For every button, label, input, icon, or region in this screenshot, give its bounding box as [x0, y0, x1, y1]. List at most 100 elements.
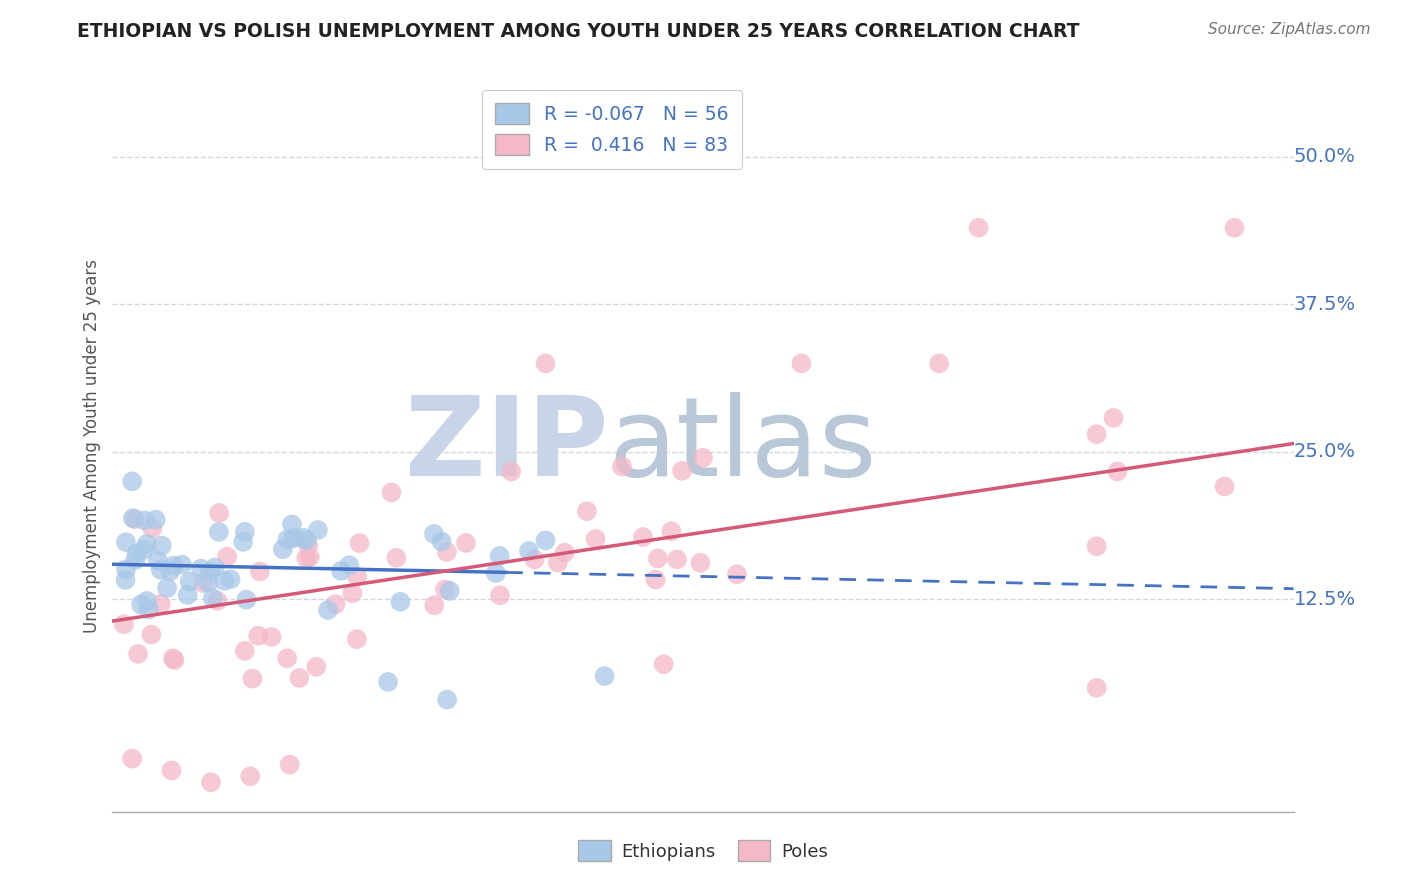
Point	[159, 564, 181, 578]
Point	[201, 591, 224, 606]
Text: 12.5%: 12.5%	[1294, 590, 1355, 609]
Point	[610, 459, 633, 474]
Point	[456, 536, 478, 550]
Point	[517, 544, 540, 558]
Point	[162, 558, 184, 573]
Text: atlas: atlas	[609, 392, 877, 500]
Point	[305, 660, 328, 674]
Point	[283, 531, 305, 545]
Point	[156, 581, 179, 595]
Point	[1085, 539, 1108, 553]
Point	[233, 644, 256, 658]
Point	[204, 560, 226, 574]
Point	[288, 671, 311, 685]
Point	[121, 475, 143, 489]
Point	[534, 356, 557, 370]
Point	[380, 485, 402, 500]
Point	[554, 545, 576, 559]
Point	[239, 769, 262, 783]
Point	[593, 669, 616, 683]
Point	[316, 603, 339, 617]
Text: 25.0%: 25.0%	[1294, 442, 1355, 461]
Point	[138, 602, 160, 616]
Point	[150, 539, 173, 553]
Point	[190, 561, 212, 575]
Point	[115, 562, 138, 576]
Point	[125, 546, 148, 560]
Point	[377, 675, 399, 690]
Point	[145, 513, 167, 527]
Point	[149, 563, 172, 577]
Point	[523, 552, 546, 566]
Point	[547, 556, 569, 570]
Point	[1107, 465, 1129, 479]
Point	[644, 573, 666, 587]
Point	[200, 775, 222, 789]
Point	[207, 594, 229, 608]
Y-axis label: Unemployment Among Youth under 25 years: Unemployment Among Youth under 25 years	[83, 259, 101, 633]
Point	[112, 617, 135, 632]
Point	[652, 657, 675, 672]
Point	[247, 629, 270, 643]
Point	[534, 533, 557, 548]
Point	[232, 535, 254, 549]
Point	[436, 692, 458, 706]
Point	[235, 592, 257, 607]
Text: Source: ZipAtlas.com: Source: ZipAtlas.com	[1208, 22, 1371, 37]
Point	[129, 598, 152, 612]
Point	[124, 553, 146, 567]
Point	[136, 594, 159, 608]
Point	[1085, 681, 1108, 695]
Point	[198, 565, 221, 579]
Point	[219, 572, 242, 586]
Point	[436, 545, 458, 559]
Point	[389, 595, 412, 609]
Text: ETHIOPIAN VS POLISH UNEMPLOYMENT AMONG YOUTH UNDER 25 YEARS CORRELATION CHART: ETHIOPIAN VS POLISH UNEMPLOYMENT AMONG Y…	[77, 22, 1080, 41]
Point	[433, 582, 456, 597]
Point	[342, 586, 364, 600]
Point	[488, 549, 510, 563]
Point	[346, 632, 368, 647]
Point	[146, 553, 169, 567]
Point	[295, 533, 318, 548]
Point	[260, 630, 283, 644]
Point	[423, 527, 446, 541]
Point	[179, 574, 201, 589]
Text: ZIP: ZIP	[405, 392, 609, 500]
Point	[217, 549, 239, 564]
Point	[689, 556, 711, 570]
Text: 50.0%: 50.0%	[1294, 147, 1355, 167]
Point	[124, 512, 146, 526]
Point	[208, 524, 231, 539]
Point	[278, 757, 301, 772]
Point	[127, 647, 149, 661]
Legend: Ethiopians, Poles: Ethiopians, Poles	[571, 833, 835, 869]
Point	[212, 574, 235, 588]
Point	[115, 535, 138, 549]
Point	[134, 513, 156, 527]
Point	[423, 599, 446, 613]
Point	[501, 465, 523, 479]
Point	[659, 524, 682, 539]
Point	[162, 651, 184, 665]
Point	[725, 567, 748, 582]
Point	[928, 356, 950, 370]
Point	[430, 534, 453, 549]
Point	[489, 588, 512, 602]
Point	[276, 651, 298, 665]
Point	[349, 536, 371, 550]
Point	[132, 542, 155, 557]
Point	[337, 558, 360, 573]
Point	[666, 552, 689, 566]
Point	[242, 672, 264, 686]
Point	[141, 627, 163, 641]
Point	[585, 532, 607, 546]
Point	[249, 565, 271, 579]
Point	[297, 538, 319, 552]
Point	[283, 530, 305, 544]
Point	[191, 576, 214, 591]
Point	[325, 597, 347, 611]
Point	[276, 533, 298, 547]
Point	[346, 569, 368, 583]
Point	[575, 504, 598, 518]
